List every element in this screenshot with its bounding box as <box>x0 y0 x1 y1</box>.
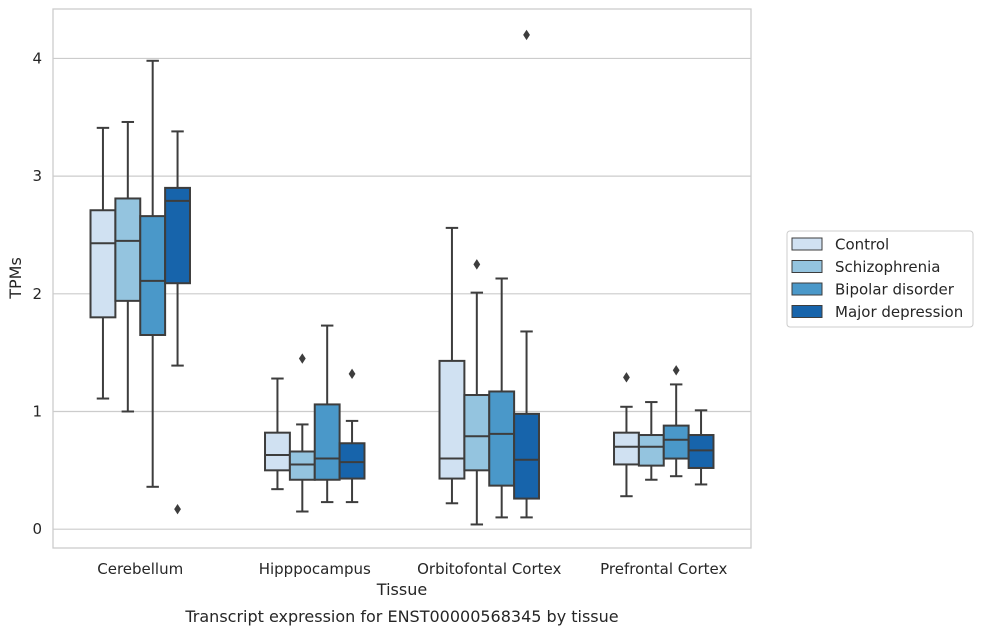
legend-swatch <box>791 260 823 273</box>
x-tick-label: Hipppocampus <box>259 560 371 578</box>
y-axis-ticks: 0 1 2 3 4 <box>32 49 42 538</box>
box-schizophrenia <box>637 401 665 481</box>
box-schizophrenia <box>463 259 491 526</box>
legend: Control Schizophrenia Bipolar disorder Majo… <box>786 230 974 328</box>
legend-frame <box>786 230 974 328</box>
iqr-box <box>488 390 516 487</box>
box-control <box>264 377 291 491</box>
box-major-depression <box>687 409 715 486</box>
legend-label: Schizophrenia <box>835 258 940 276</box>
legend-swatch <box>791 282 823 296</box>
plot-frame <box>52 8 752 549</box>
iqr-box <box>89 209 117 319</box>
boxes <box>89 29 715 526</box>
chart-caption: Transcript expression for ENST0000056834… <box>184 607 618 626</box>
box-schizophrenia <box>114 120 142 413</box>
iqr-box <box>438 359 466 480</box>
iqr-box <box>687 434 715 469</box>
grid-lines <box>53 57 751 530</box>
box-major-depression <box>338 368 366 504</box>
x-axis-label: Tissue <box>376 580 427 599</box>
outlier-point <box>298 353 306 364</box>
y-tick-label: 0 <box>32 520 42 538</box>
y-tick-label: 4 <box>32 49 42 67</box>
box-schizophrenia <box>288 353 316 513</box>
outlier-point <box>672 365 680 376</box>
x-tick-label: Cerebellum <box>97 560 183 578</box>
y-axis-label: TPMs <box>6 257 25 300</box>
x-tick-label: Orbitofontal Cortex <box>417 560 561 578</box>
box-control <box>438 226 466 505</box>
y-tick-label: 3 <box>32 167 42 185</box>
x-tick-label: Prefrontal Cortex <box>600 560 727 578</box>
iqr-box <box>463 394 491 472</box>
iqr-box <box>338 442 366 480</box>
legend-swatch <box>791 305 823 318</box>
iqr-box <box>513 412 540 500</box>
iqr-box <box>313 403 341 481</box>
iqr-box <box>114 197 142 302</box>
box-bipolar-disorder <box>139 59 167 488</box>
outlier-point <box>473 259 481 270</box>
outlier-point <box>174 503 181 515</box>
iqr-box <box>637 434 665 467</box>
iqr-box <box>264 431 291 472</box>
box-bipolar-disorder <box>488 277 516 519</box>
iqr-box <box>288 450 316 481</box>
box-control <box>89 126 117 400</box>
y-tick-label: 2 <box>32 285 42 303</box>
y-tick-label: 1 <box>32 402 42 420</box>
box-major-depression <box>513 29 540 519</box>
box-control <box>613 372 640 498</box>
iqr-box <box>139 215 167 336</box>
outlier-point <box>348 368 356 380</box>
iqr-box <box>662 424 690 460</box>
box-bipolar-disorder <box>662 365 690 478</box>
legend-swatch <box>791 237 823 251</box>
iqr-box <box>164 186 191 285</box>
x-axis-ticks: Cerebellum Hipppocampus Orbitofontal Corte… <box>97 560 727 578</box>
box-bipolar-disorder <box>313 324 341 504</box>
legend-label: Bipolar disorder <box>835 281 955 299</box>
iqr-box <box>613 431 640 466</box>
outlier-point <box>623 372 630 383</box>
legend-label: Control <box>835 236 889 254</box>
outlier-point <box>523 29 530 41</box>
legend-label: Major depression <box>835 303 963 321</box>
box-major-depression <box>164 130 191 515</box>
